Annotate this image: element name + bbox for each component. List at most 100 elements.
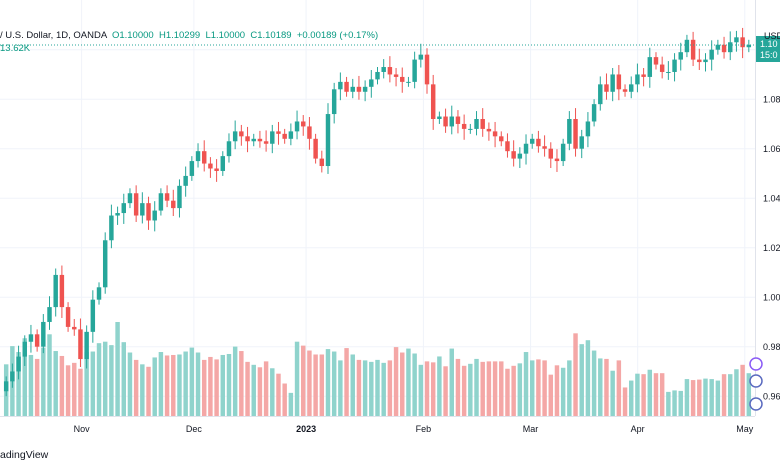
candle-body [746,44,752,48]
candle-body [84,331,89,360]
volume-bar [239,351,244,416]
volume-bar [400,352,405,416]
volume-bar [84,352,89,416]
candle-body [400,76,405,82]
event-marker-icon [749,374,763,388]
volume-bar [690,380,696,416]
candle-body [158,193,164,211]
volume-bar [140,364,145,416]
candle-body [523,143,529,154]
y-tick-label: 1.08 [763,95,780,105]
candle-body [659,64,665,72]
candle-body [740,37,745,48]
volume-bar [226,353,232,416]
candle-body [288,131,294,139]
volume-bar [356,359,362,416]
y-tick-label: 0.98 [763,342,780,352]
currency-label: USD [764,31,780,41]
candle-body [53,274,58,308]
volume-bar [59,355,65,416]
volume-bar [375,359,380,416]
candle-body [635,74,640,85]
brand-footer: adingView [0,449,49,461]
candle-body [331,89,337,115]
candle-body [610,74,615,92]
candle-body [387,67,393,75]
open-value: O1.10000 [111,30,154,41]
volume-bar [344,348,349,416]
candle-body [263,141,269,144]
candle-body [443,116,448,127]
volume-bar [72,362,77,416]
candle-body [430,84,436,119]
volume-bar [189,347,195,416]
candle-body [59,274,65,308]
candle-body [715,44,721,50]
candle-body [474,119,479,129]
x-tick-label: May [736,424,754,434]
candle-body [140,203,145,216]
volume-bar [703,378,708,416]
candle-body [529,138,535,144]
candle-body [344,81,349,92]
candle-body [511,151,516,159]
candle-body [152,210,157,221]
volume-bar [666,391,671,416]
volume-bar [480,361,485,416]
last-price-label: 1.10 [760,39,778,49]
volume-bar [629,380,634,416]
last-price-badge [756,35,780,62]
volume-bar [78,368,83,416]
candle-body [232,131,238,142]
volume-bar [573,333,578,416]
volume-bar [109,345,114,416]
volume-bar [616,360,622,416]
volume-bar [47,334,52,416]
volume-bar [387,360,393,416]
candle-body [616,74,622,90]
volume-bar [635,373,640,416]
candle-body [350,86,355,92]
candle-body [709,49,714,60]
volume-bar [307,350,312,416]
candle-body [276,131,281,134]
volume-bar [678,390,683,416]
volume-bar [381,362,386,416]
candle-body [369,79,374,87]
candle-body [251,138,256,142]
volume-bar [746,373,752,416]
candle-body [412,59,417,82]
candle-body [684,39,690,53]
event-marker-icon [749,397,763,411]
volume-bar [369,361,374,416]
volume-bar [96,343,102,416]
candle-body [313,138,318,159]
volume-bar [548,374,554,416]
volume-bar [133,359,139,416]
volume-bar [121,342,126,416]
volume-bar [301,345,306,416]
volume-bar [697,379,702,416]
candle-body [90,299,96,332]
volume-bar [65,365,71,416]
volume-bar [201,359,207,416]
volume-bar [53,351,58,416]
candle-body [307,126,312,139]
candle-body [505,141,510,152]
candle-body [573,119,578,149]
candle-body [499,136,504,142]
candle-body [257,138,263,142]
close-value: C1.10189 [250,30,292,41]
volume-bar [350,354,355,416]
volume-bar [313,354,318,416]
candle-body [678,52,683,60]
volume-bar [598,358,603,416]
volume-bar [393,347,399,416]
candle-body [220,156,226,171]
volume-bar [276,373,281,416]
candle-body [301,121,306,127]
volume-bar [647,369,653,416]
high-value: H1.10299 [158,30,201,41]
